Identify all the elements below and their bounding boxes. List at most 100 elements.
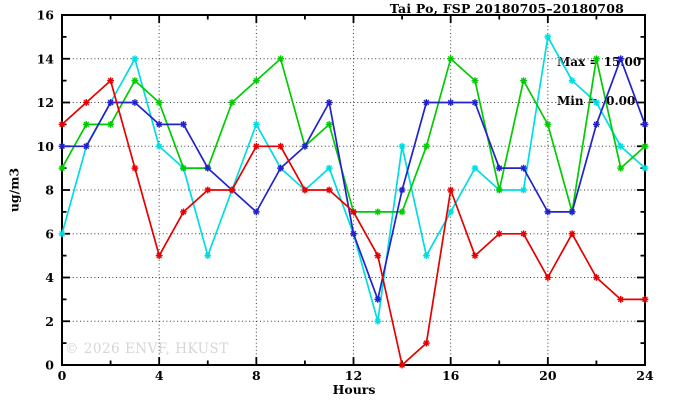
data-point-marker bbox=[325, 186, 333, 194]
plot-border bbox=[61, 14, 646, 366]
x-tick-label: 12 bbox=[345, 368, 362, 383]
data-point-marker bbox=[398, 361, 406, 369]
data-point-marker bbox=[58, 120, 66, 128]
data-point-marker bbox=[58, 142, 66, 150]
data-point-marker bbox=[58, 164, 66, 172]
data-point-marker bbox=[277, 164, 285, 172]
data-point-marker bbox=[398, 208, 406, 216]
data-point-marker bbox=[252, 208, 260, 216]
y-tick-label: 16 bbox=[37, 8, 55, 23]
y-tick-label: 6 bbox=[45, 226, 54, 241]
data-point-marker bbox=[277, 142, 285, 150]
y-tick-label: 12 bbox=[37, 95, 54, 110]
data-point-marker bbox=[204, 186, 212, 194]
watermark: © 2026 ENVF, HKUST bbox=[65, 341, 229, 357]
data-point-marker bbox=[131, 55, 139, 63]
y-tick-label: 14 bbox=[37, 51, 55, 66]
series-green-line bbox=[61, 57, 646, 213]
y-tick-label: 0 bbox=[45, 358, 54, 373]
data-point-marker bbox=[568, 230, 576, 238]
data-point-marker bbox=[422, 252, 430, 260]
data-point-marker bbox=[107, 99, 114, 106]
data-point-marker bbox=[325, 120, 333, 128]
data-point-marker bbox=[544, 274, 552, 281]
series-lines bbox=[58, 33, 649, 369]
data-point-marker bbox=[520, 186, 527, 194]
data-point-marker bbox=[641, 295, 649, 303]
data-point-marker bbox=[447, 99, 455, 106]
data-point-marker bbox=[374, 317, 382, 325]
data-point-marker bbox=[350, 230, 357, 238]
data-point-marker bbox=[228, 99, 236, 106]
data-point-marker bbox=[593, 120, 600, 128]
data-point-marker bbox=[544, 208, 552, 216]
data-point-marker bbox=[495, 230, 503, 238]
data-point-marker bbox=[520, 164, 527, 172]
data-point-marker bbox=[131, 99, 139, 106]
data-point-marker bbox=[252, 77, 260, 85]
data-point-marker bbox=[325, 99, 333, 106]
data-point-marker bbox=[277, 55, 285, 63]
x-tick-label: 0 bbox=[58, 368, 67, 383]
data-point-marker bbox=[82, 120, 90, 128]
data-point-marker bbox=[350, 208, 357, 216]
data-point-marker bbox=[107, 77, 114, 85]
data-point-marker bbox=[107, 120, 114, 128]
data-point-marker bbox=[82, 142, 90, 150]
data-point-marker bbox=[325, 164, 333, 172]
data-point-marker bbox=[252, 120, 260, 128]
data-point-marker bbox=[447, 186, 455, 194]
data-point-marker bbox=[641, 142, 649, 150]
x-tick-label: 8 bbox=[252, 368, 261, 383]
data-point-marker bbox=[641, 120, 649, 128]
data-point-marker bbox=[447, 208, 455, 216]
data-point-marker bbox=[374, 295, 382, 303]
data-point-marker bbox=[422, 142, 430, 150]
x-tick-label: 4 bbox=[155, 368, 164, 383]
data-point-marker bbox=[228, 186, 236, 194]
data-point-marker bbox=[422, 99, 430, 106]
data-point-marker bbox=[617, 164, 625, 172]
data-point-marker bbox=[617, 142, 625, 150]
data-point-marker bbox=[544, 33, 552, 41]
data-point-marker bbox=[252, 142, 260, 150]
data-point-marker bbox=[301, 142, 309, 150]
y-tick-label: 10 bbox=[37, 139, 55, 154]
data-point-marker bbox=[155, 120, 163, 128]
x-axis-label: Hours bbox=[332, 382, 376, 397]
data-point-marker bbox=[617, 55, 625, 63]
data-point-marker bbox=[131, 164, 139, 172]
data-point-marker bbox=[593, 274, 600, 281]
axis-ticks bbox=[61, 14, 646, 366]
data-point-marker bbox=[58, 230, 66, 238]
y-tick-label: 8 bbox=[45, 183, 54, 198]
data-point-marker bbox=[593, 55, 600, 63]
data-point-marker bbox=[374, 252, 382, 260]
data-point-marker bbox=[520, 230, 527, 238]
data-point-marker bbox=[568, 77, 576, 85]
chart-title: Tai Po, FSP 20180705–20180708 bbox=[389, 1, 624, 16]
data-point-marker bbox=[155, 99, 163, 106]
gridlines bbox=[62, 15, 645, 365]
data-point-marker bbox=[180, 208, 187, 216]
data-point-marker bbox=[398, 142, 406, 150]
data-point-marker bbox=[180, 120, 187, 128]
data-point-marker bbox=[544, 120, 552, 128]
stat-min: Min = 0.00 bbox=[557, 94, 636, 108]
data-point-marker bbox=[155, 252, 163, 260]
data-point-marker bbox=[155, 142, 163, 150]
data-point-marker bbox=[82, 99, 90, 106]
data-point-marker bbox=[471, 99, 479, 106]
data-point-marker bbox=[617, 295, 625, 303]
x-tick-label: 24 bbox=[636, 368, 654, 383]
y-tick-label: 2 bbox=[45, 314, 54, 329]
data-point-marker bbox=[568, 208, 576, 216]
data-point-marker bbox=[471, 77, 479, 85]
y-tick-label: 4 bbox=[45, 270, 54, 285]
data-point-marker bbox=[471, 252, 479, 260]
series-green bbox=[58, 55, 649, 216]
data-point-marker bbox=[374, 208, 382, 216]
